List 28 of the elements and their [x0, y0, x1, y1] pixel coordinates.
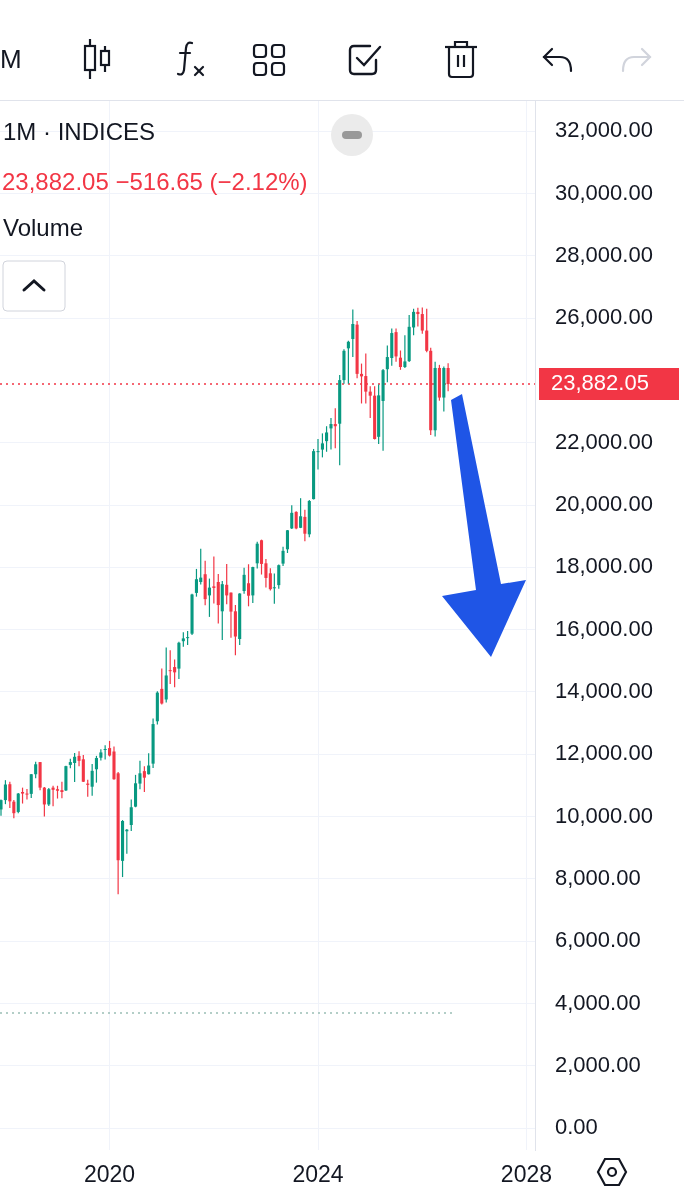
y-tick-label: 2,000.00	[555, 1051, 641, 1077]
candlestick	[60, 781, 64, 799]
y-tick-label: 16,000.00	[555, 615, 653, 641]
y-tick-label: 30,000.00	[555, 179, 653, 205]
candlestick	[25, 788, 29, 800]
text: 1M · INDICES	[3, 118, 156, 146]
ref-line-label: 23,882.05	[551, 370, 649, 396]
y-tick-label: 4,000.00	[555, 989, 641, 1015]
y-tick-label: 22,000.00	[555, 428, 653, 454]
y-tick-label: 0.00	[555, 1114, 598, 1140]
y-tick-label: 20,000.00	[555, 491, 653, 517]
candlestick	[329, 418, 333, 450]
y-tick-label: 18,000.00	[555, 553, 653, 579]
x-tick-label: 2028	[500, 1161, 553, 1188]
y-tick-label: 8,000.00	[555, 864, 641, 890]
y-tick-label: 28,000.00	[555, 241, 653, 267]
text: M	[0, 44, 22, 75]
annotation: Volume	[3, 214, 84, 242]
x-tick-label: 2024	[292, 1161, 344, 1188]
y-tick-label: 12,000.00	[555, 740, 653, 766]
y-tick-label: 26,000.00	[555, 304, 653, 330]
y-tick-label: 6,000.00	[555, 927, 641, 953]
y-tick-label: 10,000.00	[555, 802, 653, 828]
y-tick-label: 32,000.00	[555, 117, 653, 143]
y-tick-label: 14,000.00	[555, 678, 653, 704]
x-tick-label: 2020	[83, 1161, 136, 1188]
candlestick	[381, 368, 385, 451]
text: 23,882.05 −516.65 (−2.12%)	[2, 168, 308, 196]
